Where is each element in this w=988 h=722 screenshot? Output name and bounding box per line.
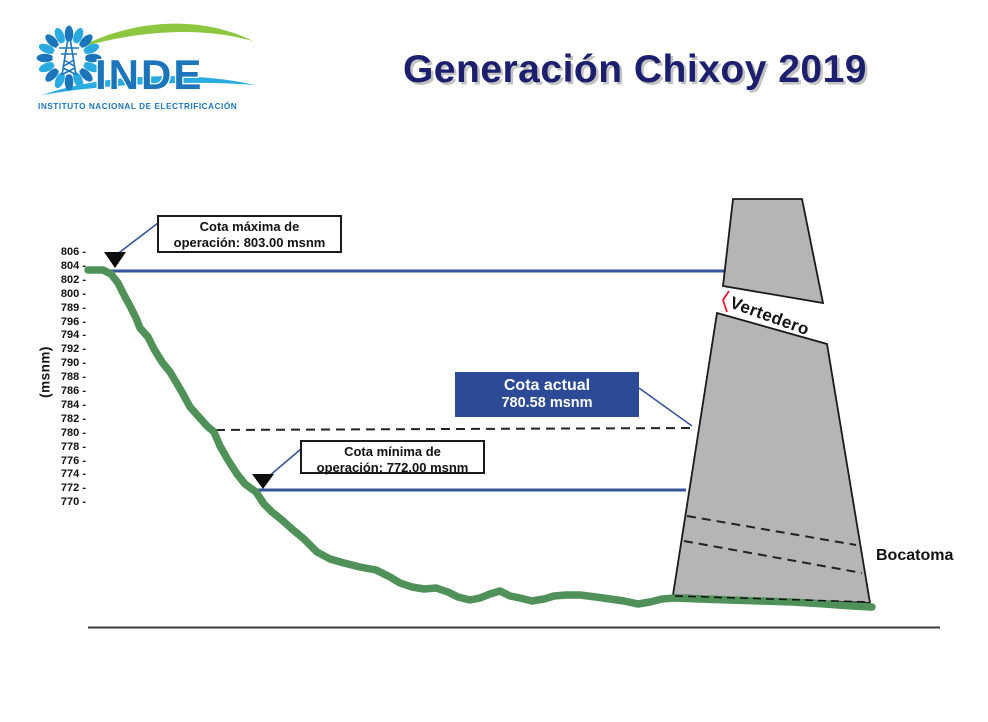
max-level-callout: Cota máxima de operación: 803.00 msnm xyxy=(157,215,342,253)
dam-upper-block xyxy=(722,198,825,305)
y-tick-label: 790 - xyxy=(60,357,86,370)
y-tick-label: 780 - xyxy=(60,426,86,439)
turbine-icon xyxy=(36,25,102,91)
transmission-tower-icon xyxy=(59,31,79,76)
bocatoma-label: Bocatoma xyxy=(876,547,954,564)
logo-wordmark: INDE xyxy=(95,51,203,98)
reservoir-bed-curve xyxy=(84,266,876,611)
max-callout-leader xyxy=(115,222,159,256)
inde-logo: INDE INSTITUTO NACIONAL DE ELECTRIFICACI… xyxy=(28,14,258,118)
max-callout-line2: operación: 803.00 msnm xyxy=(173,235,326,250)
y-tick-label: 782 - xyxy=(60,412,86,425)
min-callout-line1: Cota mínima de xyxy=(344,444,441,459)
bocatoma-conduit-dashed-1 xyxy=(686,515,857,546)
min-level-marker-triangle xyxy=(252,474,274,489)
actual-callout-line1: Cota actual xyxy=(503,377,591,394)
y-tick-label: 802 - xyxy=(60,273,86,286)
bocatoma-conduit-dashed-2 xyxy=(683,540,863,574)
y-tick-label: 800 - xyxy=(60,287,86,300)
y-tick-label: 776 - xyxy=(60,454,86,467)
y-tick-label: 770 - xyxy=(60,496,86,509)
dam-lower-block xyxy=(671,311,872,604)
page-title: Generación Chixoy 2019 xyxy=(402,48,868,91)
y-tick-label: 772 - xyxy=(60,482,86,495)
min-level-callout: Cota mínima de operación: 772.00 msnm xyxy=(300,440,485,475)
actual-callout-line2: 780.58 msnm xyxy=(501,395,593,411)
max-level-marker-triangle xyxy=(104,252,126,268)
min-callout-leader xyxy=(267,448,302,478)
y-tick-label: 789 - xyxy=(60,301,86,314)
min-callout-line2: operación: 772.00 msnm xyxy=(316,460,469,475)
actual-callout-leader xyxy=(638,387,693,427)
dam-foot-dashed-edge xyxy=(674,595,869,603)
current-level-dashed-line xyxy=(215,427,693,431)
y-tick-label: 806 - xyxy=(60,246,86,258)
y-tick-label: 784 - xyxy=(60,398,86,411)
y-tick-label: 792 - xyxy=(60,343,86,356)
y-tick-label: 804 - xyxy=(60,259,86,272)
y-tick-label: 786 - xyxy=(60,385,86,397)
logo-subtitle: INSTITUTO NACIONAL DE ELECTRIFICACIÓN xyxy=(38,100,237,111)
y-tick-label: 794 - xyxy=(60,329,86,342)
logo-green-swoosh xyxy=(78,23,253,48)
y-tick-label: 788 - xyxy=(60,371,86,384)
current-level-callout: Cota actual 780.58 msnm xyxy=(455,372,639,417)
inde-logo-graphic: INDE INSTITUTO NACIONAL DE ELECTRIFICACI… xyxy=(36,23,255,111)
logo-blue-swoosh xyxy=(42,76,255,95)
y-tick-label: 774 - xyxy=(60,468,86,481)
max-callout-line1: Cota máxima de xyxy=(199,219,300,234)
y-tick-label: 778 - xyxy=(60,440,86,453)
spillway-red-mark xyxy=(722,290,730,313)
y-tick-label: 796 - xyxy=(60,315,86,328)
